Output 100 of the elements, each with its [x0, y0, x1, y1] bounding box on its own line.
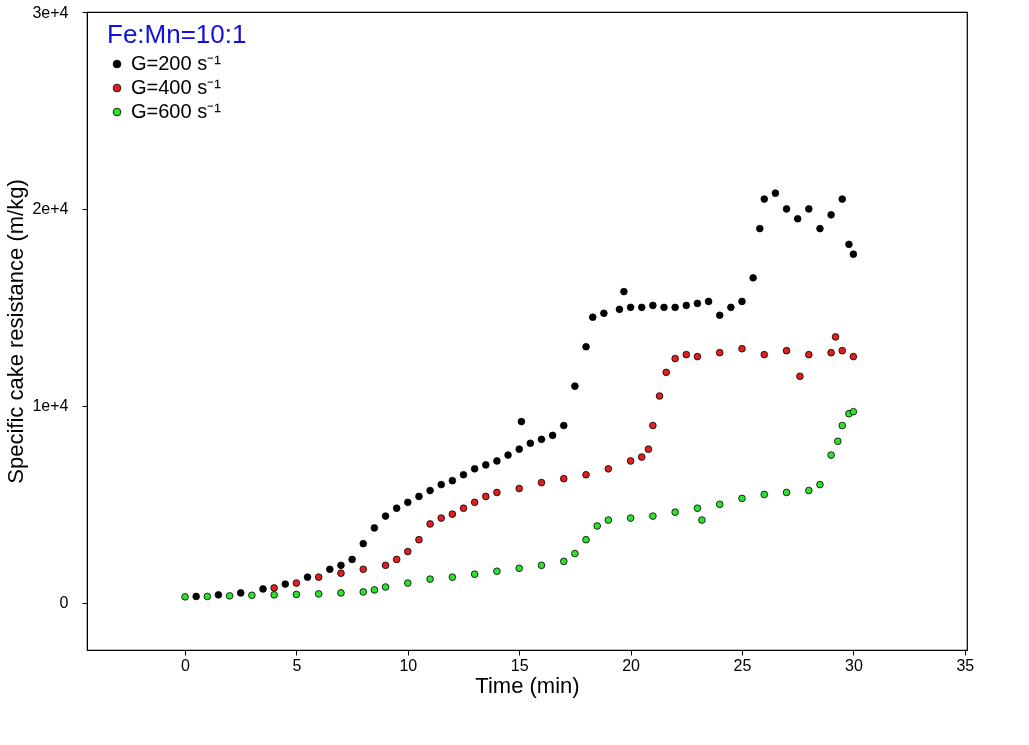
legend-label: G=400 s⁻¹ [131, 76, 222, 98]
point [448, 573, 457, 581]
point [326, 565, 334, 574]
point [404, 498, 412, 507]
point [662, 368, 670, 377]
point [660, 303, 668, 312]
point [782, 488, 791, 497]
point [560, 557, 568, 566]
point [582, 471, 590, 479]
point [470, 498, 479, 507]
point [682, 301, 691, 310]
point [838, 195, 846, 203]
point [515, 564, 523, 573]
legend-title: Fe:Mn=10:1 [107, 19, 247, 49]
point [816, 480, 824, 489]
point [698, 516, 706, 524]
legend-label: G=200 s⁻¹ [131, 52, 222, 74]
point [281, 580, 290, 588]
point [560, 474, 568, 483]
point [515, 484, 523, 493]
x-tick-label: 5 [292, 656, 302, 674]
x-tick-label: 20 [622, 656, 641, 674]
point [604, 465, 613, 473]
point [838, 421, 846, 430]
point [404, 579, 412, 587]
point [827, 211, 835, 219]
point [404, 547, 412, 556]
point [214, 591, 223, 599]
point [582, 343, 590, 351]
point [482, 461, 490, 469]
point [359, 588, 368, 596]
point [192, 592, 200, 601]
point [392, 504, 401, 512]
point [831, 333, 840, 341]
point [381, 583, 390, 591]
point [537, 478, 546, 487]
point [392, 555, 401, 564]
point [582, 535, 590, 544]
x-tick-label: 35 [956, 656, 975, 674]
point [760, 350, 769, 359]
point [626, 514, 635, 522]
point [571, 382, 579, 390]
point [560, 421, 568, 430]
point [671, 303, 679, 312]
point [381, 512, 390, 520]
point [437, 514, 445, 522]
point [270, 584, 278, 592]
point [504, 451, 512, 459]
point [649, 512, 657, 520]
point [649, 421, 657, 430]
point [314, 573, 323, 581]
point [760, 490, 769, 499]
point [693, 504, 702, 512]
point [805, 205, 813, 213]
point [370, 586, 379, 594]
point [849, 250, 858, 258]
point [348, 555, 356, 564]
point [693, 299, 702, 308]
point [437, 480, 445, 489]
point [715, 348, 724, 357]
point [337, 589, 345, 597]
point [493, 457, 501, 465]
x-axis-title: Time (min) [475, 672, 580, 698]
point [649, 301, 657, 310]
point [359, 565, 368, 574]
point [537, 561, 546, 570]
point [693, 352, 702, 361]
point [571, 549, 579, 558]
point [620, 287, 628, 296]
point [337, 561, 345, 570]
y-tick-label: 2e+4 [32, 200, 69, 218]
point [849, 352, 858, 361]
point [671, 354, 679, 363]
x-tick-label: 10 [399, 656, 418, 674]
point [270, 591, 278, 599]
point [181, 593, 189, 601]
x-tick-label: 30 [844, 656, 863, 674]
point [626, 303, 635, 312]
y-tick-label: 3e+4 [32, 3, 69, 21]
point [671, 508, 679, 516]
point [600, 309, 608, 318]
point [845, 240, 853, 249]
point [303, 573, 312, 581]
point [644, 445, 653, 453]
y-tick-label: 1e+4 [32, 397, 69, 415]
point [203, 592, 212, 601]
point [626, 457, 635, 465]
point [834, 437, 842, 446]
point [796, 372, 804, 381]
point [593, 522, 601, 530]
point [537, 435, 546, 444]
point [482, 492, 490, 501]
point [426, 520, 434, 528]
y-tick-label: 0 [59, 594, 69, 612]
point [470, 570, 479, 578]
point [225, 592, 234, 600]
point [604, 516, 613, 524]
point [738, 297, 746, 306]
point [805, 350, 813, 359]
point [615, 305, 624, 314]
